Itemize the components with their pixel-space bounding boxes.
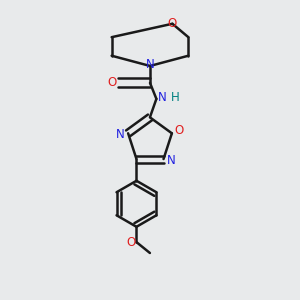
Text: O: O — [126, 236, 135, 249]
Text: O: O — [108, 76, 117, 89]
Text: O: O — [168, 17, 177, 30]
Text: N: N — [158, 92, 167, 104]
Text: N: N — [167, 154, 176, 167]
Text: N: N — [146, 58, 154, 71]
Text: O: O — [174, 124, 184, 137]
Text: N: N — [116, 128, 124, 141]
Text: H: H — [171, 92, 180, 104]
